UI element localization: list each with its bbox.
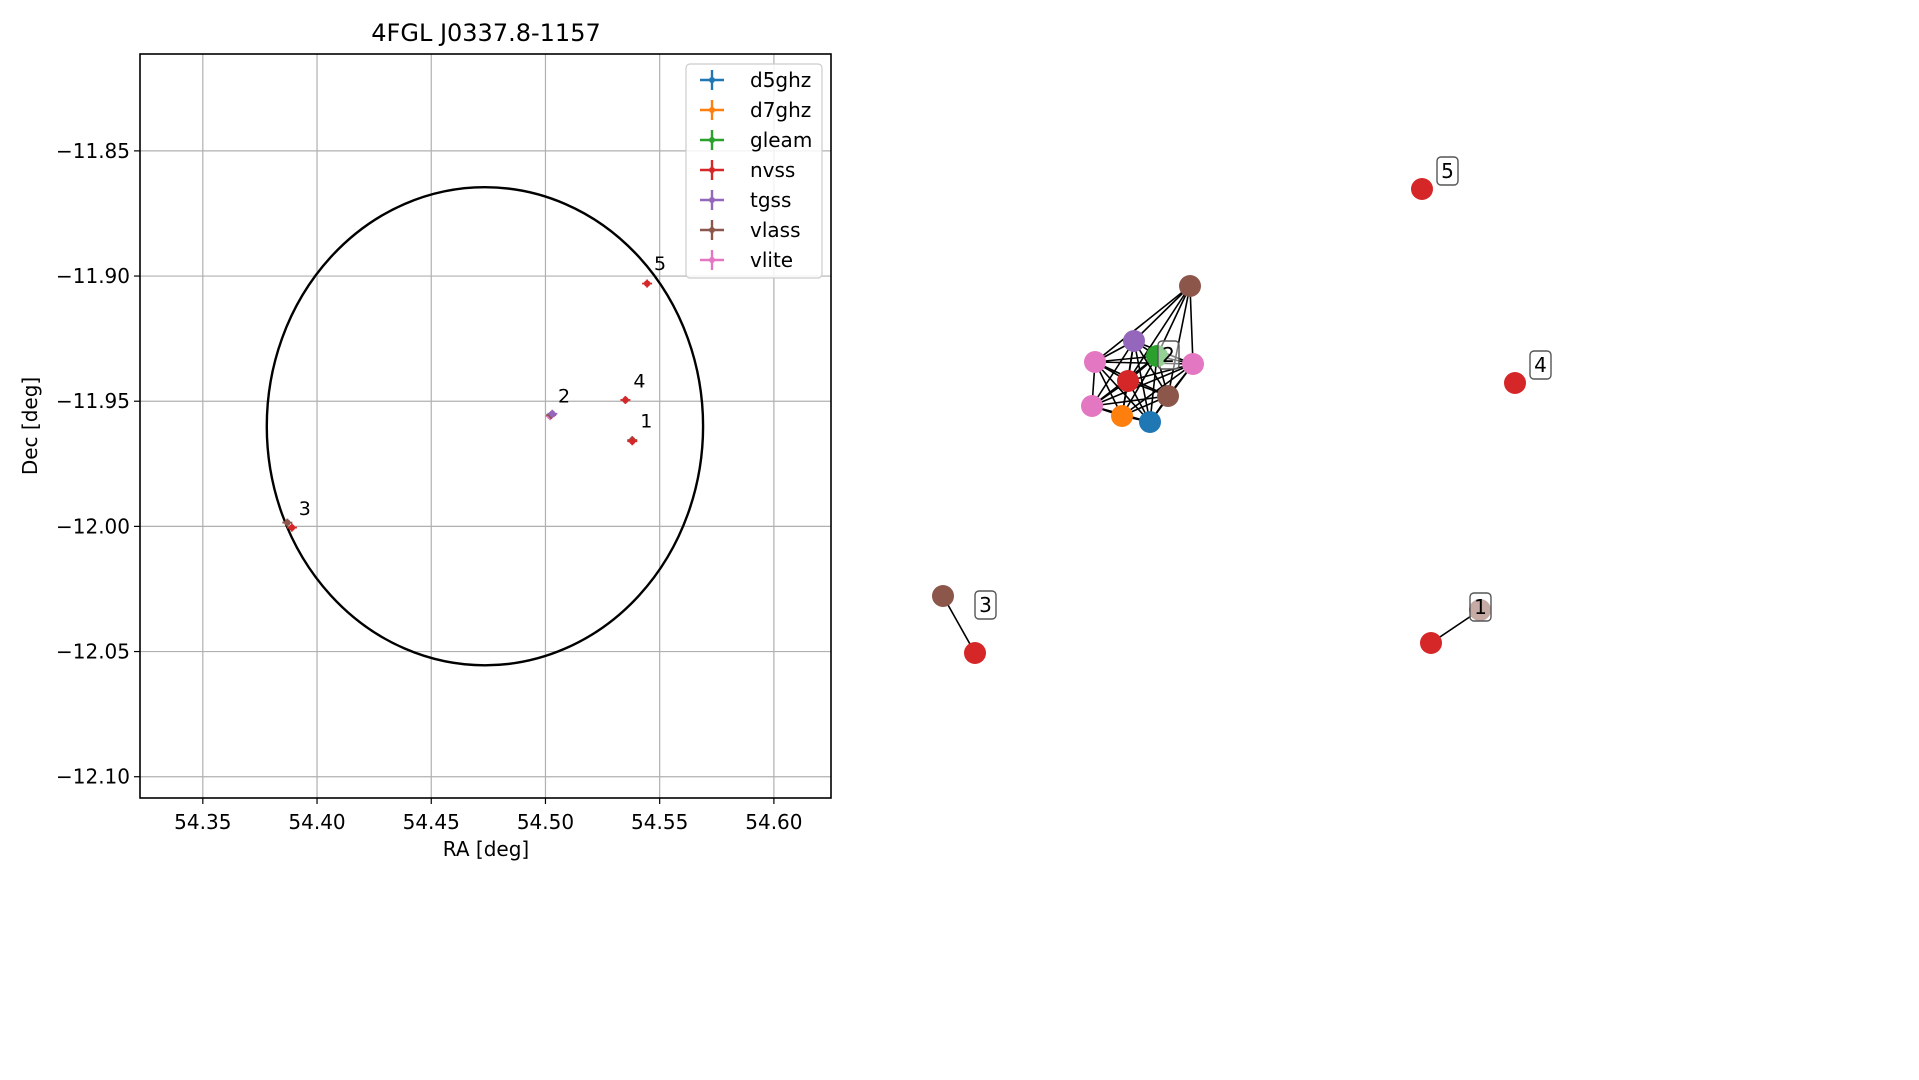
network-edge	[1094, 361, 1151, 423]
network-label-text: 5	[1441, 159, 1454, 183]
x-axis-label: RA [deg]	[443, 837, 529, 861]
network-node-vlass	[1179, 275, 1201, 297]
network-node-vlite	[1081, 395, 1103, 417]
match-network: 5 4 2 3 1	[932, 156, 1552, 664]
network-edge	[1167, 285, 1191, 397]
network-label: 4	[1529, 350, 1552, 380]
legend-entry: vlass	[700, 218, 801, 242]
chart-title: 4FGL J0337.8-1157	[371, 19, 600, 47]
point-annotation: 1	[640, 411, 652, 433]
network-edge	[1121, 363, 1194, 417]
y-tick-label: −11.85	[56, 139, 130, 163]
point-annotation: 5	[654, 253, 666, 275]
network-label-text: 4	[1534, 353, 1547, 377]
y-tick-label: −11.95	[56, 389, 130, 413]
network-edge	[1133, 285, 1191, 342]
source-point-nvss	[620, 395, 631, 404]
network-label-text: 1	[1474, 595, 1487, 619]
point-annotation: 3	[299, 498, 311, 520]
network-node-nvss	[1504, 372, 1526, 394]
grid-lines	[140, 54, 831, 798]
network-edge	[1189, 285, 1194, 365]
legend-box	[685, 63, 823, 279]
x-tick-label: 54.40	[288, 810, 345, 834]
y-tick-label: −12.05	[56, 640, 130, 664]
legend: d5ghz d7ghz gleam nvss tgss vlass vlite	[685, 63, 823, 279]
network-node-vlass	[1157, 385, 1179, 407]
legend-label: tgss	[750, 188, 791, 212]
network-node-nvss	[1420, 632, 1442, 654]
y-axis-label: Dec [deg]	[18, 377, 42, 475]
network-node-nvss	[1411, 178, 1433, 200]
network-label: 2	[1157, 340, 1180, 370]
network-labels: 5 4 2 3 1	[974, 156, 1552, 622]
point-annotation: 2	[558, 385, 570, 407]
network-node-d7ghz	[1111, 405, 1133, 427]
legend-entry: vlite	[700, 248, 793, 272]
plot-area: 5 4 1 2 3	[265, 185, 705, 667]
network-node-vlass	[932, 585, 954, 607]
source-point-tgss	[547, 409, 558, 418]
legend-entry: d7ghz	[700, 98, 811, 122]
network-node-nvss	[1117, 370, 1139, 392]
x-tick-label: 54.55	[631, 810, 688, 834]
x-tick-label: 54.45	[403, 810, 460, 834]
source-point-vlass	[282, 518, 293, 527]
y-tick-label: −12.00	[56, 514, 130, 538]
x-tick-label: 54.35	[174, 810, 231, 834]
search-radius-circle	[265, 185, 705, 667]
legend-label: vlass	[750, 218, 801, 242]
network-edge	[1094, 285, 1191, 363]
legend-entry: d5ghz	[700, 68, 811, 92]
network-edge	[1127, 363, 1194, 382]
legend-entry: nvss	[700, 158, 795, 182]
network-node-tgss	[1123, 330, 1145, 352]
legend-entry: gleam	[700, 128, 812, 152]
y-tick-label: −11.90	[56, 264, 130, 288]
legend-label: d7ghz	[750, 98, 811, 122]
network-node-vlite	[1084, 351, 1106, 373]
network-node-d5ghz	[1139, 411, 1161, 433]
network-label: 1	[1469, 592, 1492, 622]
network-label-text: 3	[979, 593, 992, 617]
network-edge	[1091, 363, 1194, 407]
network-edge	[1091, 395, 1169, 407]
x-axis-ticks: 54.35 54.40 54.45 54.50 54.55 54.60	[174, 798, 803, 834]
legend-label: gleam	[750, 128, 812, 152]
x-tick-label: 54.50	[517, 810, 574, 834]
legend-label: vlite	[750, 248, 793, 272]
network-label: 3	[974, 590, 997, 620]
legend-label: nvss	[750, 158, 795, 182]
axes-frame	[139, 53, 832, 799]
legend-label: d5ghz	[750, 68, 811, 92]
point-annotation: 4	[633, 370, 645, 392]
network-label-text: 2	[1162, 343, 1175, 367]
network-label: 5	[1436, 156, 1459, 186]
y-axis-ticks: −11.85 −11.90 −11.95 −12.00 −12.05 −12.10	[56, 139, 140, 789]
source-point-nvss	[286, 523, 297, 532]
source-point-nvss	[627, 437, 638, 446]
network-node-vlite	[1182, 353, 1204, 375]
source-point-nvss	[642, 279, 653, 288]
y-tick-label: −12.10	[56, 765, 130, 789]
x-tick-label: 54.60	[745, 810, 802, 834]
network-node-nvss	[964, 642, 986, 664]
network-edge	[1091, 340, 1135, 407]
legend-entry: tgss	[700, 188, 791, 212]
